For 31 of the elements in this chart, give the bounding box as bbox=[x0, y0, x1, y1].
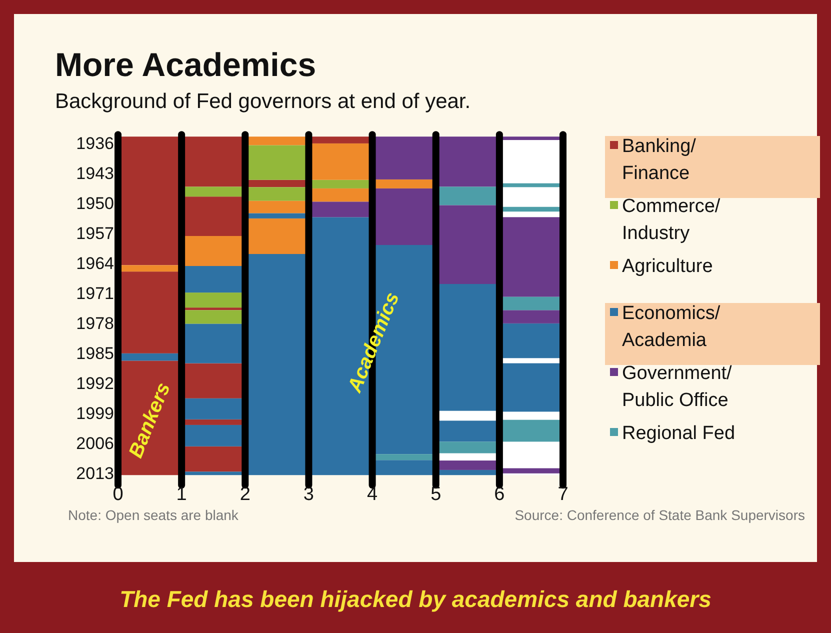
y-tick-label: 1971 bbox=[76, 284, 114, 303]
x-tick-label: 1 bbox=[176, 484, 187, 505]
y-tick-label: 1957 bbox=[76, 224, 114, 244]
text: Note: Open seats are blank bbox=[68, 507, 240, 523]
legend-label: Government/Public Office bbox=[622, 363, 733, 411]
y-tick-label: 2013 bbox=[76, 464, 114, 483]
y-tick-label: 1936 bbox=[76, 134, 114, 154]
legend-label: Agriculture bbox=[622, 256, 713, 277]
y-tick-label: 2006 bbox=[76, 434, 114, 453]
y-tick-label: 1950 bbox=[76, 194, 114, 214]
x-tick-label: 3 bbox=[303, 484, 314, 505]
x-tick-label: 5 bbox=[430, 484, 442, 505]
x-tick-label: 6 bbox=[494, 484, 505, 505]
y-tick-label: 1943 bbox=[76, 164, 114, 184]
chart-subtitle: Background of Fed governors at end of year. bbox=[55, 90, 471, 113]
source-note: Source: Conference of State Bank Supervisors bbox=[514, 507, 805, 523]
y-tick-label: 1985 bbox=[76, 344, 114, 363]
y-tick-label: 1999 bbox=[76, 404, 114, 423]
legend-label: Commerce/Industry bbox=[622, 196, 721, 244]
x-tick-label: 4 bbox=[366, 484, 378, 505]
chart-title: More Academics bbox=[55, 46, 316, 83]
x-tick-label: 2 bbox=[240, 484, 250, 505]
legend-label: Economics/Academia bbox=[622, 303, 721, 351]
x-tick-label: 0 bbox=[112, 484, 124, 505]
text: The Fed has been hijacked by academics and bankers bbox=[120, 586, 712, 612]
x-tick-label: 7 bbox=[558, 484, 568, 505]
y-tick-label: 1992 bbox=[76, 374, 114, 393]
y-tick-label: 1978 bbox=[76, 314, 114, 333]
legend-label: Regional Fed bbox=[622, 423, 736, 444]
legend-label: Banking/Finance bbox=[622, 136, 697, 184]
y-tick-label: 1964 bbox=[76, 254, 114, 273]
